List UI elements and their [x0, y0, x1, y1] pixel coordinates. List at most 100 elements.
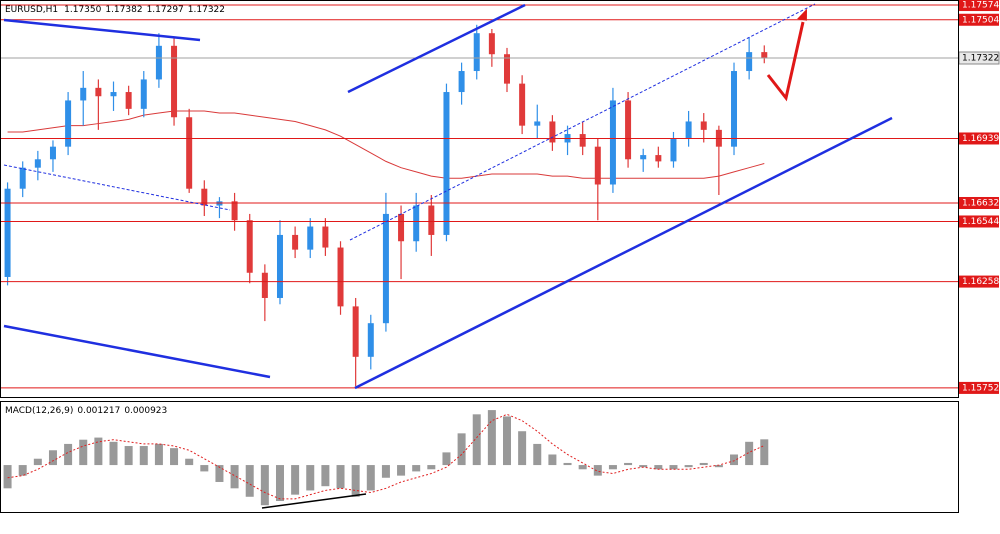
candle-body	[322, 226, 329, 248]
level-label-box	[959, 132, 999, 145]
macd-bar	[563, 462, 572, 466]
candle-body	[80, 87, 87, 101]
level-label: 1.17574	[962, 1, 999, 11]
trend-line	[3, 18, 201, 42]
macd-bar	[139, 446, 148, 466]
macd-bar	[94, 437, 103, 466]
candle-body	[594, 146, 601, 185]
level-label: 1.15752	[962, 383, 999, 393]
macd-bar	[109, 441, 118, 466]
header-high: 1.17382	[105, 5, 142, 15]
candle-body	[49, 146, 56, 160]
moving-average	[7, 110, 765, 179]
candle-body	[292, 234, 299, 250]
divergence-line	[261, 493, 367, 509]
macd-bar	[336, 465, 345, 489]
candle-body	[19, 167, 26, 189]
macd-bar	[669, 465, 678, 470]
candle-body	[186, 117, 193, 189]
trend-line	[3, 164, 231, 211]
candle-body	[140, 79, 147, 109]
chart-header: EURUSD,H1 1.17350 1.17382 1.17297 1.17322	[5, 5, 225, 15]
candle-body	[488, 33, 495, 55]
macd-bar	[654, 465, 663, 470]
macd-bar	[33, 458, 42, 466]
level-label: 1.16258	[962, 277, 999, 287]
candle-body	[110, 92, 117, 97]
macd-bar	[381, 465, 390, 478]
signal-value: 0.000923	[124, 406, 167, 416]
macd-bar	[3, 465, 12, 489]
macd-bar	[593, 465, 602, 476]
candle-body	[307, 226, 314, 250]
macd-bar	[684, 465, 693, 468]
macd-title: MACD(12,26,9)	[5, 406, 73, 416]
macd-bar	[18, 465, 27, 476]
candle-body	[534, 121, 541, 126]
macd-bar	[275, 465, 284, 502]
macd-bar	[170, 448, 179, 466]
macd-bar	[306, 465, 315, 491]
candle-body	[579, 134, 586, 147]
macd-value: 0.001217	[77, 406, 120, 416]
candle-body	[761, 52, 768, 58]
candle-body	[231, 201, 238, 221]
macd-bar	[502, 416, 511, 466]
macd-bar	[714, 465, 723, 468]
candle-body	[519, 83, 526, 126]
level-label-box	[959, 196, 999, 209]
macd-bar	[366, 465, 375, 491]
macd-bar	[518, 431, 527, 466]
marks-layer	[0, 4, 958, 506]
candle-body	[746, 52, 753, 72]
candle-body	[337, 247, 344, 307]
macd-bar	[48, 450, 57, 466]
header-close: 1.17322	[188, 5, 225, 15]
candle-body	[458, 71, 465, 93]
macd-bar	[442, 452, 451, 466]
current-price-label: 1.17322	[962, 53, 999, 63]
candle-body	[261, 272, 268, 298]
macd-bar	[321, 465, 330, 487]
macd-bar	[79, 439, 88, 466]
candle-body	[34, 159, 41, 168]
candle-body	[95, 87, 102, 97]
macd-bar	[472, 414, 481, 466]
candle-body	[367, 323, 374, 357]
candle-body	[171, 45, 178, 118]
macd-bar	[154, 443, 163, 466]
trend-objects	[3, 3, 893, 509]
level-label: 1.16939	[962, 134, 999, 144]
channel-line	[349, 3, 816, 241]
level-label-box	[959, 215, 999, 228]
macd-bar	[64, 443, 73, 466]
level-label-box	[959, 13, 999, 26]
price-pane-border	[0, 0, 959, 398]
level-label-box	[959, 381, 999, 394]
macd-bar	[260, 465, 269, 506]
macd-bar	[412, 465, 421, 472]
candle-body	[413, 205, 420, 242]
candle-body	[443, 92, 450, 235]
macd-bar	[699, 462, 708, 466]
candle-body	[731, 71, 738, 147]
macd-bar	[760, 439, 769, 466]
macd-header: MACD(12,26,9) 0.001217 0.000923	[5, 406, 167, 416]
macd-bar	[548, 454, 557, 466]
channel-line	[354, 116, 893, 390]
candle-body	[503, 54, 510, 84]
candle-body	[352, 306, 359, 357]
symbol: EURUSD,H1	[5, 5, 58, 15]
macd-bar	[533, 443, 542, 466]
macd-bar	[200, 465, 209, 472]
trend-line	[3, 324, 271, 379]
candle-body	[655, 155, 662, 162]
macd-bar	[730, 454, 739, 466]
level-label: 1.17504	[962, 15, 999, 25]
signal-line	[7, 413, 765, 500]
labels-layer: 1.17574 1.17504 1.16939 1.16632 1.16544 1.162…	[958, 0, 1000, 394]
macd-bar	[624, 462, 633, 466]
channel-line	[347, 3, 526, 94]
